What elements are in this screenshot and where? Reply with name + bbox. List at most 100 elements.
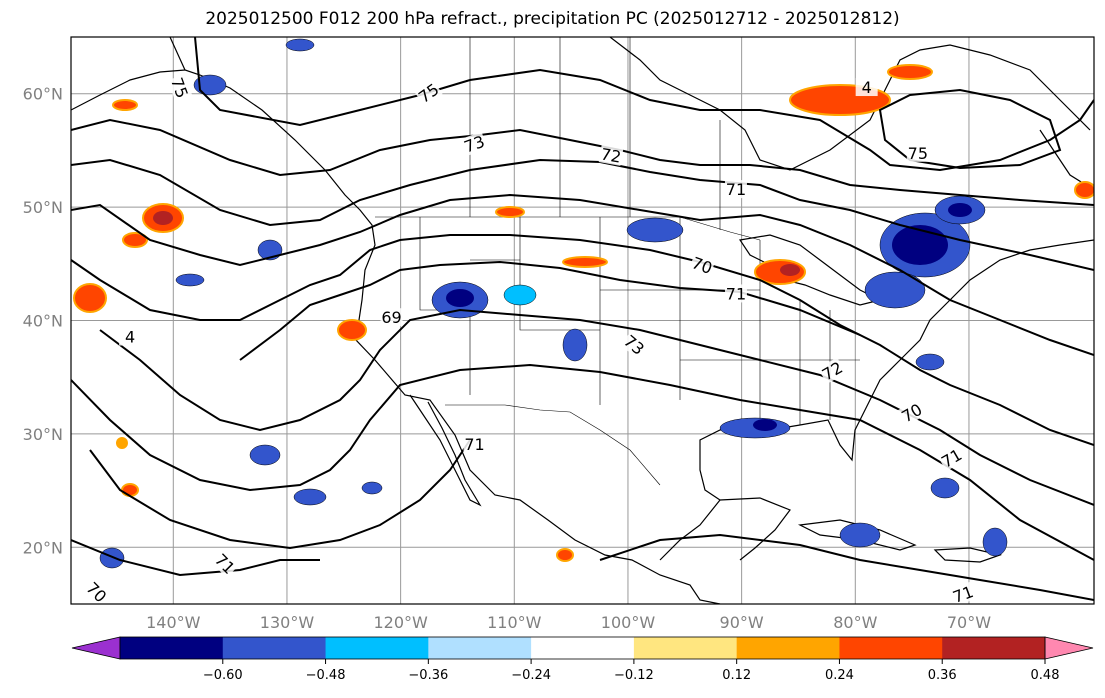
contour-label: 71 — [949, 581, 977, 607]
gulf-coastline — [659, 239, 1094, 561]
neg-area-alaska — [193, 74, 227, 96]
colorbar-segment — [120, 637, 224, 659]
colorbar-segment — [325, 637, 429, 659]
contour-73 — [71, 118, 1094, 206]
contour-71-south — [99, 308, 1094, 506]
svg-text:71: 71 — [726, 180, 746, 199]
contour-label: 70 — [688, 252, 716, 278]
colorbar-segment — [428, 637, 532, 659]
colorbar-tick-label: −0.36 — [408, 668, 448, 683]
negative-anomaly-areas — [99, 38, 1008, 569]
lon-label: 100°W — [601, 613, 656, 632]
positive-anomaly-areas — [73, 64, 1094, 562]
contour-75 — [194, 37, 1094, 172]
us-mexico-border — [445, 404, 661, 486]
contour-label: 75 — [414, 79, 443, 107]
colorbar: −0.60 −0.48 −0.36 −0.24 −0.12 0.12 0.24 0.36 0.4… — [71, 636, 1094, 683]
colorbar-tick-label: 0.36 — [928, 668, 957, 683]
colorbar-tick-label: 0.48 — [1031, 668, 1060, 683]
contour-70 — [71, 234, 1094, 446]
svg-text:70: 70 — [689, 253, 715, 278]
contour-72 — [71, 158, 1094, 271]
neg-area-west-canada — [285, 38, 315, 52]
lon-label: 80°W — [833, 613, 877, 632]
lon-label: 70°W — [947, 613, 991, 632]
contour-hudson-loop — [878, 88, 1062, 170]
colorbar-tick-label: −0.24 — [511, 668, 551, 683]
figure-title: 2025012500 F012 200 hPa refract., precip… — [205, 9, 900, 29]
svg-text:70: 70 — [82, 578, 110, 606]
pos-area-mexico — [556, 548, 574, 562]
pos-area-atlantic-can — [1074, 181, 1094, 199]
svg-text:4: 4 — [125, 328, 135, 347]
contour-label: 75 — [167, 74, 193, 102]
colorbar-segment — [942, 637, 1046, 659]
neg-area-gulf-core — [753, 419, 777, 431]
yucatan-coastline — [719, 497, 791, 561]
lat-label: 50°N — [23, 198, 63, 217]
political-borders — [375, 37, 860, 486]
colorbar-tick-label: 0.12 — [722, 668, 751, 683]
colorbar-segment — [222, 637, 327, 659]
contour-label: 72 — [818, 357, 847, 384]
colorbar-segment — [839, 637, 943, 659]
contour-label: 71 — [463, 435, 486, 454]
neg-area-ohio — [864, 271, 926, 309]
pos-area-pacific-nw-core — [153, 211, 173, 225]
colorbar-tick-label: −0.60 — [203, 668, 243, 683]
pos-area-great-lakes-core — [780, 264, 800, 276]
north-america-coastline — [169, 37, 721, 604]
colorbar-tick-label: −0.48 — [306, 668, 346, 683]
pos-area-hudson-2 — [887, 64, 933, 80]
pos-area-sw-pacific — [122, 232, 148, 248]
pos-area-pacific-west — [73, 283, 107, 313]
colorbar-segment — [633, 637, 738, 659]
svg-text:73: 73 — [620, 331, 648, 359]
neg-area-baja — [361, 481, 383, 495]
us-state-lines-2 — [470, 259, 601, 405]
svg-text:71: 71 — [464, 435, 484, 454]
contour-71-tropics — [71, 539, 320, 577]
colorbar-tick-label: 0.24 — [825, 668, 854, 683]
neg-area-ne-us-core — [892, 225, 948, 265]
svg-text:70: 70 — [898, 400, 925, 427]
neg-area-great-basin-core — [446, 289, 474, 307]
neg-area-pacific-2 — [175, 273, 205, 287]
hispaniola-coastline — [933, 547, 1003, 563]
contour-label: 72 — [598, 144, 624, 167]
contour-label: 69 — [380, 308, 403, 327]
colorbar-extend-low — [71, 636, 121, 660]
us-state-lines-3 — [519, 217, 681, 400]
pos-area-dakotas — [562, 256, 608, 268]
neg-area-canada-prairie — [626, 217, 684, 243]
neg-area-carolinas — [915, 353, 945, 371]
colorbar-segment — [531, 637, 635, 659]
neg-area-caribbean-2 — [982, 527, 1008, 557]
lon-label: 110°W — [487, 613, 542, 632]
lon-label: 130°W — [260, 613, 315, 632]
labrador-coastline — [1039, 129, 1094, 191]
svg-text:71: 71 — [938, 445, 965, 472]
cuba-coastline — [797, 519, 917, 551]
pos-area-alaska-coast — [112, 99, 138, 111]
hudson-bay-coastline — [609, 37, 1091, 171]
svg-text:71: 71 — [950, 582, 976, 607]
svg-text:69: 69 — [381, 308, 401, 327]
neg-area-ne-quebec-core — [948, 203, 972, 217]
contour-label: 71 — [937, 444, 966, 472]
svg-text:72: 72 — [599, 144, 622, 166]
contour-label: 71 — [724, 180, 747, 199]
canada-province-lines — [469, 37, 721, 230]
contour-72-south — [71, 363, 1094, 561]
svg-text:71: 71 — [726, 284, 746, 303]
svg-text:72: 72 — [819, 358, 846, 385]
contour-label: 75 — [906, 143, 929, 163]
neg-area-new-mexico — [562, 328, 588, 362]
alaska-coastline — [71, 69, 186, 111]
pos-area-pacific-3 — [121, 483, 139, 497]
neg-area-atlantic — [930, 477, 960, 499]
contour-73-south — [89, 439, 471, 550]
contour-label: 73 — [620, 330, 649, 359]
